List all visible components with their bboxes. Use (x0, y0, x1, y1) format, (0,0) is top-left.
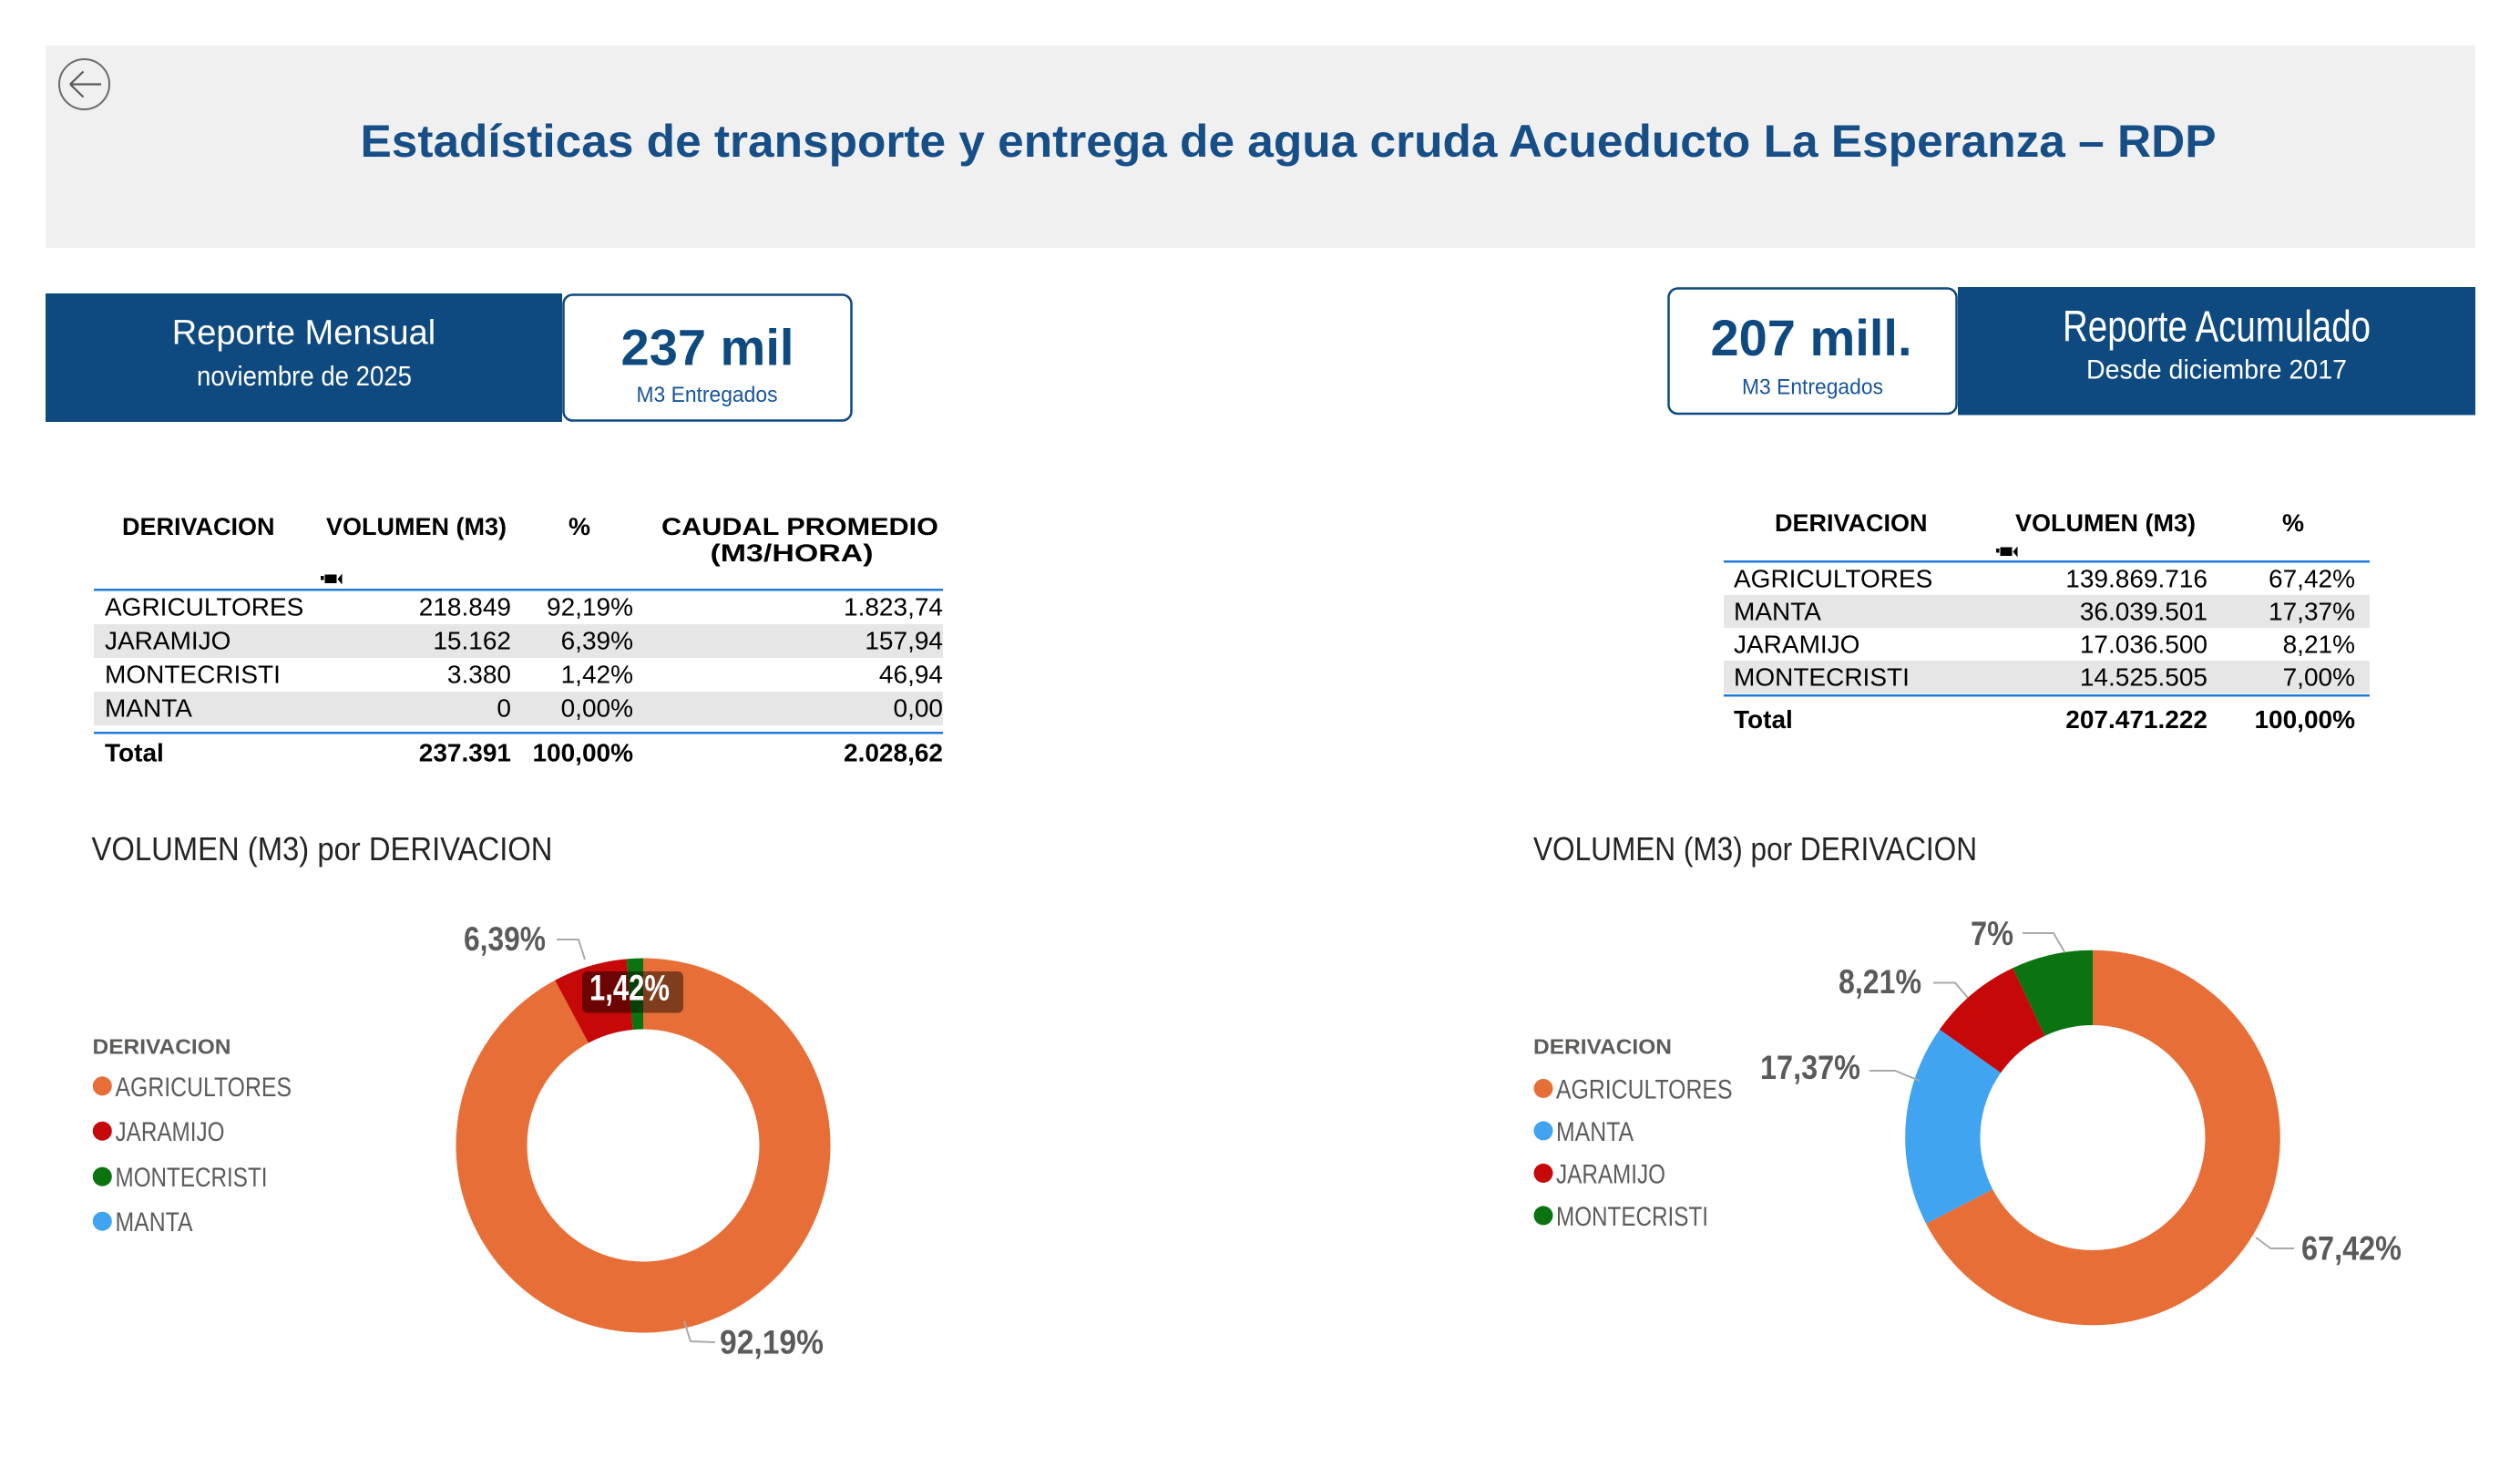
svg-text:JARAMIJO: JARAMIJO (1556, 1159, 1665, 1189)
svg-text:1,42%: 1,42% (561, 661, 633, 689)
svg-text:MONTECRISTI: MONTECRISTI (116, 1163, 268, 1193)
svg-text:Total: Total (1734, 705, 1793, 734)
svg-text:AGRICULTORES: AGRICULTORES (116, 1073, 292, 1103)
svg-text:DERIVACION: DERIVACION (1775, 509, 1928, 537)
svg-text:AGRICULTORES: AGRICULTORES (105, 593, 303, 621)
svg-text:14.525.505: 14.525.505 (2080, 663, 2208, 692)
svg-text:MANTA: MANTA (105, 694, 192, 723)
svg-text:JARAMIJO: JARAMIJO (1734, 631, 1859, 659)
svg-text:DERIVACION: DERIVACION (1533, 1035, 1672, 1059)
svg-text:6,39%: 6,39% (464, 920, 546, 958)
svg-text:17.036.500: 17.036.500 (2080, 631, 2208, 659)
svg-text:MANTA: MANTA (116, 1207, 193, 1237)
svg-text:8,21%: 8,21% (1839, 963, 1921, 1001)
svg-text:Reporte Acumulado: Reporte Acumulado (2063, 303, 2371, 352)
svg-text:Desde diciembre 2017: Desde diciembre 2017 (2086, 355, 2347, 385)
svg-text:17,37%: 17,37% (2269, 598, 2355, 626)
svg-text:100,00%: 100,00% (532, 739, 633, 767)
svg-text:M3 Entregados: M3 Entregados (637, 383, 778, 407)
svg-text:46,94: 46,94 (879, 661, 943, 689)
svg-text:VOLUMEN (M3) por DERIVACION: VOLUMEN (M3) por DERIVACION (92, 830, 553, 868)
svg-text:noviembre de 2025: noviembre de 2025 (197, 360, 412, 392)
svg-text:DERIVACION: DERIVACION (93, 1035, 231, 1059)
svg-text:VOLUMEN (M3): VOLUMEN (M3) (326, 513, 507, 540)
svg-text:7%: 7% (1971, 915, 2013, 952)
svg-text:7,00%: 7,00% (2283, 663, 2355, 692)
svg-text:15.162: 15.162 (433, 627, 511, 655)
svg-text:(M3/HORA): (M3/HORA) (711, 539, 874, 567)
svg-text:MANTA: MANTA (1556, 1117, 1634, 1147)
svg-text:0,00: 0,00 (894, 694, 944, 723)
svg-text:207.471.222: 207.471.222 (2065, 705, 2208, 734)
svg-text:6,39%: 6,39% (561, 627, 633, 655)
svg-text:%: % (569, 513, 590, 540)
svg-text:139.869.716: 139.869.716 (2065, 565, 2208, 593)
svg-text:92,19%: 92,19% (720, 1324, 824, 1361)
svg-text:92,19%: 92,19% (547, 593, 633, 621)
svg-text:36.039.501: 36.039.501 (2080, 598, 2208, 626)
svg-text:VOLUMEN (M3) por DERIVACION: VOLUMEN (M3) por DERIVACION (1533, 830, 1977, 868)
svg-text:JARAMIJO: JARAMIJO (105, 627, 230, 655)
svg-text:0,00%: 0,00% (561, 694, 633, 723)
svg-text:1.823,74: 1.823,74 (844, 593, 943, 621)
svg-text:67,42%: 67,42% (2301, 1230, 2402, 1268)
svg-text:218.849: 218.849 (419, 593, 511, 621)
svg-text:AGRICULTORES: AGRICULTORES (1556, 1074, 1733, 1104)
svg-text:237 mil: 237 mil (621, 319, 794, 376)
svg-text:Total: Total (105, 739, 164, 767)
svg-text:DERIVACION: DERIVACION (122, 513, 275, 540)
svg-text:MANTA: MANTA (1734, 598, 1821, 626)
svg-text:JARAMIJO: JARAMIJO (116, 1117, 225, 1147)
svg-text:AGRICULTORES: AGRICULTORES (1734, 565, 1932, 593)
svg-text:100,00%: 100,00% (2254, 705, 2355, 734)
svg-text:Estadísticas de transporte y e: Estadísticas de transporte y entrega de … (361, 116, 2217, 167)
svg-text:CAUDAL PROMEDIO: CAUDAL PROMEDIO (661, 513, 938, 540)
svg-text:157,94: 157,94 (865, 627, 943, 655)
svg-text:2.028,62: 2.028,62 (844, 739, 943, 767)
svg-text:0: 0 (497, 694, 511, 723)
svg-text:237.391: 237.391 (419, 739, 511, 767)
svg-text:Reporte Mensual: Reporte Mensual (172, 314, 435, 353)
svg-text:VOLUMEN (M3): VOLUMEN (M3) (2015, 509, 2196, 537)
svg-text:3.380: 3.380 (447, 661, 511, 689)
svg-text:1,42%: 1,42% (589, 969, 670, 1009)
svg-text:67,42%: 67,42% (2269, 565, 2355, 593)
svg-text:MONTECRISTI: MONTECRISTI (1734, 663, 1910, 692)
svg-text:M3 Entregados: M3 Entregados (1742, 375, 1883, 400)
svg-text:MONTECRISTI: MONTECRISTI (1556, 1202, 1708, 1232)
svg-text:%: % (2282, 509, 2304, 537)
svg-text:207 mill.: 207 mill. (1710, 309, 1911, 366)
svg-text:MONTECRISTI: MONTECRISTI (105, 661, 281, 689)
svg-text:17,37%: 17,37% (1760, 1049, 1860, 1086)
svg-text:8,21%: 8,21% (2283, 631, 2355, 659)
